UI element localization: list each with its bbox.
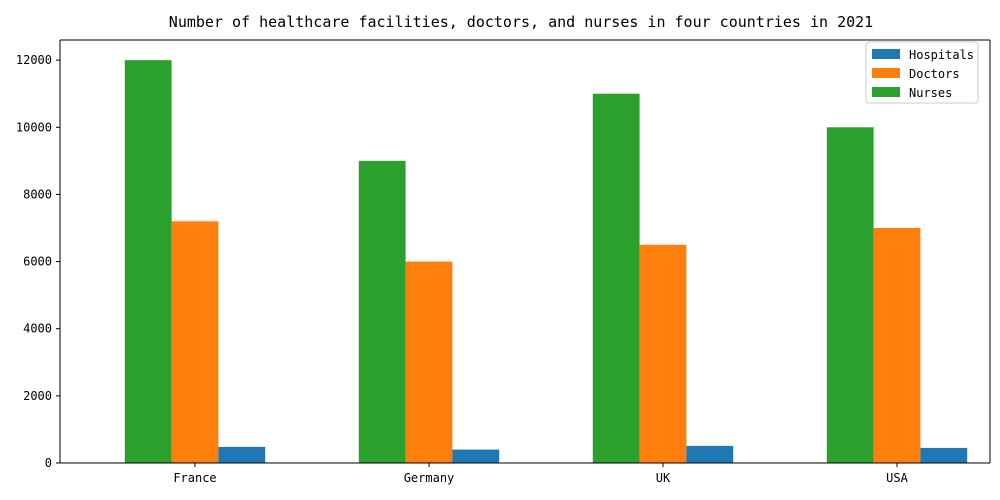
y-tick-label: 8000: [23, 187, 52, 201]
y-tick-label: 2000: [23, 389, 52, 403]
y-tick-label: 6000: [23, 255, 52, 269]
legend-label-doctors: Doctors: [909, 67, 960, 81]
y-tick-label: 4000: [23, 322, 52, 336]
legend-swatch-hospitals: [872, 49, 900, 59]
legend-swatch-nurses: [872, 87, 900, 97]
x-tick-label-usa: USA: [886, 471, 908, 485]
legend-label-nurses: Nurses: [909, 86, 952, 100]
x-tick-label-france: France: [173, 471, 216, 485]
legend-swatch-doctors: [872, 68, 900, 78]
bar-hospitals-germany: [452, 450, 499, 463]
bar-hospitals-uk: [686, 446, 733, 463]
x-tick-label-uk: UK: [656, 471, 671, 485]
bar-nurses-usa: [827, 127, 874, 463]
bar-nurses-germany: [359, 161, 406, 463]
plot-area: 0 2000 4000 6000 8000 10000 12000 France Germany…: [16, 40, 990, 485]
legend-label-hospitals: Hospitals: [909, 48, 974, 62]
bar-nurses-uk: [593, 94, 640, 463]
legend: Hospitals Doctors Nurses: [866, 42, 978, 103]
bar-hospitals-usa: [920, 448, 967, 463]
y-tick-label: 0: [45, 456, 52, 470]
bar-doctors-germany: [406, 262, 453, 463]
y-tick-label: 12000: [16, 53, 52, 67]
y-tick-label: 10000: [16, 120, 52, 134]
bar-hospitals-france: [218, 447, 265, 463]
x-tick-label-germany: Germany: [404, 471, 455, 485]
chart-title: Number of healthcare facilities, doctors…: [169, 13, 873, 31]
bar-doctors-france: [172, 221, 219, 463]
bar-doctors-usa: [874, 228, 921, 463]
bar-nurses-france: [125, 60, 172, 463]
bar-doctors-uk: [640, 245, 687, 463]
